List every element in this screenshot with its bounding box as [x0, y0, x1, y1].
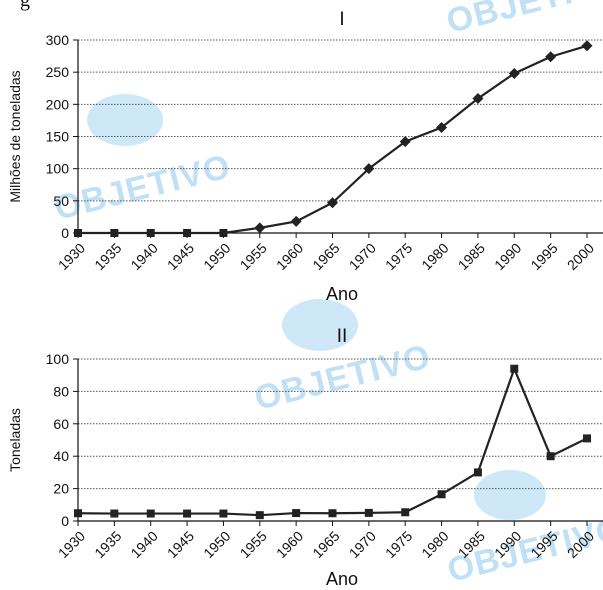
cropped-heading-fragment: g	[20, 0, 30, 11]
y-tick-label: 20	[53, 481, 69, 497]
data-point	[290, 215, 302, 227]
data-point	[472, 93, 484, 105]
y-axis-title: Toneladas	[7, 408, 23, 472]
data-point	[546, 452, 555, 461]
data-point	[399, 136, 411, 148]
x-tick-label: 2000	[564, 528, 597, 561]
y-tick-label: 0	[61, 513, 69, 529]
data-point	[508, 67, 520, 79]
data-point	[183, 229, 192, 237]
x-tick-label: 1960	[273, 528, 306, 561]
data-point	[110, 509, 119, 518]
x-tick-label: 1985	[455, 240, 488, 273]
data-point	[363, 163, 375, 175]
data-point	[219, 229, 228, 237]
y-tick-label: 200	[46, 96, 70, 112]
data-point	[183, 509, 192, 518]
x-tick-label: 1955	[237, 528, 270, 561]
data-point	[327, 197, 338, 209]
x-tick-label: 2000	[564, 240, 597, 273]
y-tick-label: 60	[53, 416, 69, 432]
x-tick-label: 1930	[55, 528, 88, 561]
x-tick-label: 1980	[418, 528, 451, 561]
data-point	[436, 121, 448, 133]
y-tick-label: 100	[46, 161, 70, 177]
x-axis-title: Ano	[326, 284, 358, 300]
data-point	[146, 509, 155, 518]
x-tick-label: 1965	[309, 240, 342, 273]
y-tick-label: 50	[53, 193, 69, 209]
data-point	[581, 40, 593, 52]
data-point	[255, 511, 264, 520]
y-tick-label: 100	[46, 351, 70, 367]
y-tick-label: 150	[46, 129, 70, 145]
x-tick-label: 1990	[491, 528, 524, 561]
x-tick-label: 1975	[382, 528, 415, 561]
y-tick-label: 300	[46, 32, 70, 48]
data-point	[437, 490, 446, 499]
x-tick-label: 1935	[91, 528, 124, 561]
chart-title: I	[339, 9, 344, 30]
x-axis-title: Ano	[326, 569, 358, 589]
x-tick-label: 1945	[164, 240, 197, 273]
x-tick-label: 1985	[455, 528, 488, 561]
data-point	[583, 434, 591, 443]
x-tick-label: 1965	[309, 528, 342, 561]
x-tick-label: 1960	[273, 240, 306, 273]
x-tick-label: 1980	[418, 240, 451, 273]
x-tick-label: 1995	[527, 528, 560, 561]
x-tick-label: 1970	[346, 528, 379, 561]
data-point	[254, 222, 266, 234]
data-point	[292, 509, 301, 518]
x-tick-label: 1990	[491, 240, 524, 273]
y-axis-title: Milhões de toneladas	[7, 70, 23, 202]
data-point	[401, 508, 410, 517]
chart-title: II	[337, 326, 348, 347]
data-point	[74, 229, 82, 237]
data-point	[545, 51, 557, 63]
data-point	[219, 509, 228, 518]
y-tick-label: 40	[53, 448, 69, 464]
data-point	[110, 229, 119, 237]
data-point	[146, 229, 155, 237]
series-line	[77, 365, 588, 517]
x-tick-label: 1995	[527, 240, 560, 273]
x-tick-label: 1955	[237, 240, 270, 273]
y-tick-label: 0	[61, 225, 69, 241]
x-tick-label: 1930	[55, 240, 88, 273]
x-tick-label: 1950	[200, 240, 233, 273]
y-tick-label: 80	[53, 383, 69, 399]
x-tick-label: 1940	[127, 528, 160, 561]
data-point	[510, 364, 519, 373]
data-point	[473, 468, 482, 477]
x-tick-label: 1950	[200, 528, 233, 561]
x-tick-label: 1975	[382, 240, 415, 273]
x-tick-label: 1940	[127, 240, 160, 273]
x-tick-label: 1970	[346, 240, 379, 273]
data-point	[364, 508, 373, 517]
x-tick-label: 1945	[164, 528, 197, 561]
data-point	[328, 509, 337, 518]
y-tick-label: 250	[46, 64, 70, 80]
x-tick-label: 1935	[91, 240, 124, 273]
data-point	[74, 509, 82, 518]
